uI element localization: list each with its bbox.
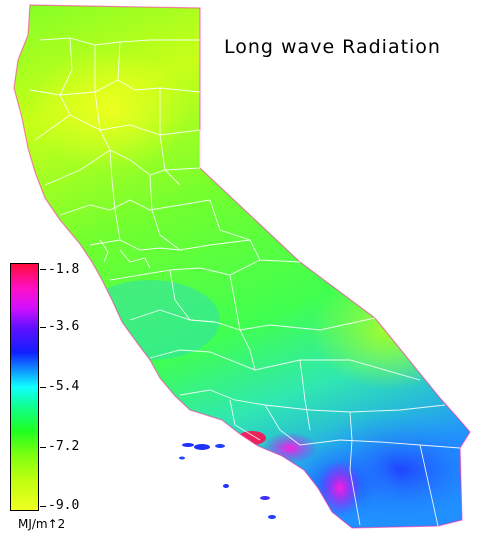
channel-islands <box>179 443 276 519</box>
legend-tick <box>40 269 46 270</box>
legend-tick-label: -3.6 <box>48 319 80 334</box>
legend-tick <box>40 506 46 507</box>
legend-tick-label: -9.0 <box>48 498 80 513</box>
legend-tick <box>40 387 46 388</box>
coastline <box>13 4 471 529</box>
map-title: Long wave Radiation <box>224 36 441 58</box>
county-boundaries <box>29 37 461 527</box>
legend-tick-label: -5.4 <box>48 379 80 394</box>
legend-color-bar <box>10 263 39 511</box>
legend-unit-label: MJ/m↑2 <box>18 517 66 531</box>
legend-tick <box>40 327 46 328</box>
legend-tick-label: -7.2 <box>48 439 80 454</box>
legend-tick <box>40 447 46 448</box>
legend-tick-label: -1.8 <box>48 262 80 277</box>
